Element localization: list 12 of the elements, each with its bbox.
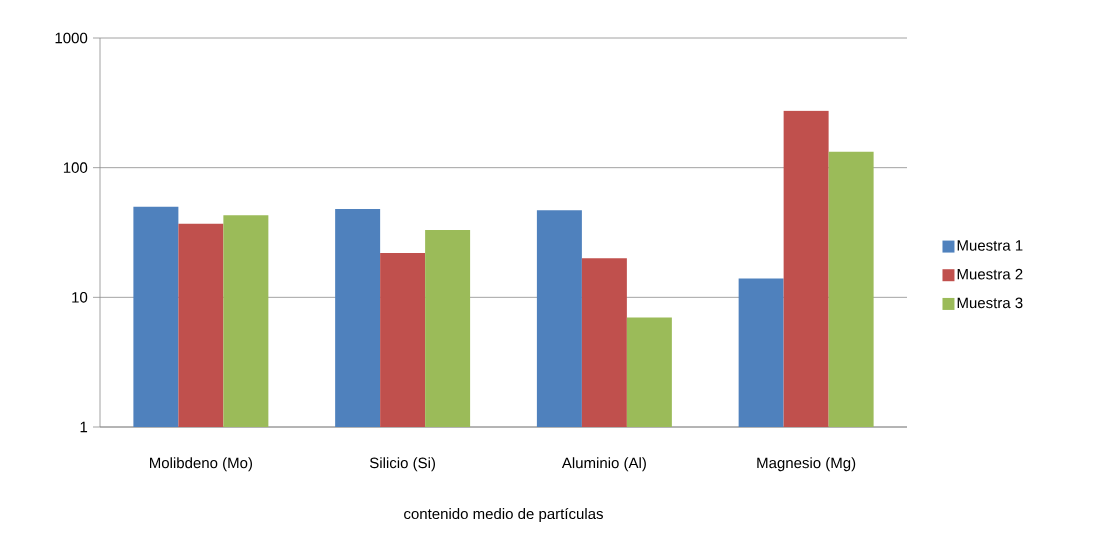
x-tick-label: Magnesio (Mg) (757, 457, 856, 472)
x-tick-label: Molibdeno (Mo) (150, 457, 253, 472)
y-tick-label: 100 (63, 162, 88, 173)
legend-label: Muestra 2 (957, 268, 1023, 280)
x-axis-title: contenido medio de partículas (404, 507, 603, 523)
y-tick-label: 1 (80, 421, 88, 433)
x-tick-label: Aluminio (Al) (561, 457, 646, 472)
x-tick-label: Silicio (Si) (369, 457, 435, 472)
legend-label: Muestra 1 (957, 240, 1023, 251)
legend-label: Muestra 3 (957, 297, 1023, 309)
y-tick-label: 10 (72, 292, 88, 303)
y-tick-label: 1000 (55, 32, 88, 44)
